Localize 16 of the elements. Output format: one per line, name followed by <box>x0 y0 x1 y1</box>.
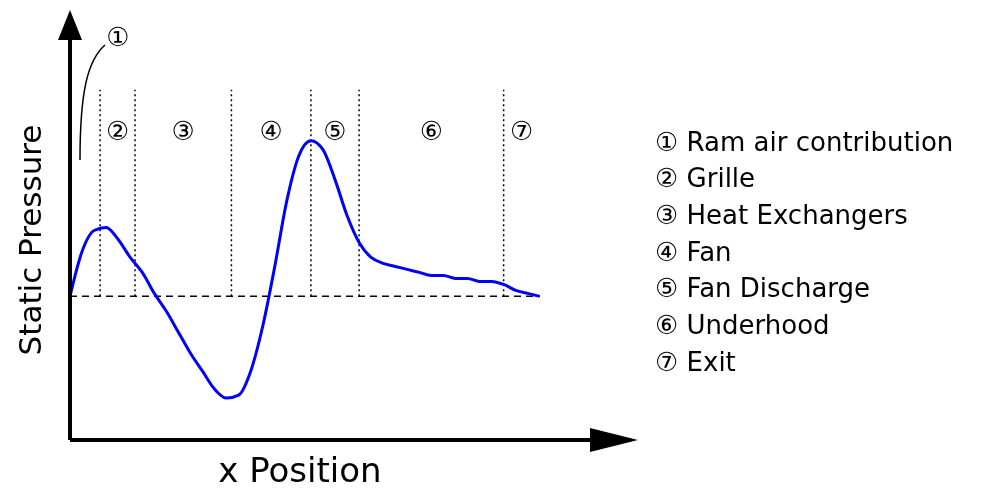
annotation: ⑦ <box>510 115 534 146</box>
text: ⑦ Exit <box>655 346 736 377</box>
annotation: ⑤ <box>323 115 347 146</box>
annotation: ④ <box>259 115 283 146</box>
text: ④ Fan <box>655 236 732 267</box>
y-axis-title: Static Pressure <box>11 124 48 356</box>
text: ⑤ Fan Discharge <box>655 273 871 304</box>
text: ② Grille <box>655 163 756 194</box>
text: ① <box>106 21 130 52</box>
annotation: ③ <box>171 115 195 146</box>
text: ③ Heat Exchangers <box>655 199 908 230</box>
text: ⑥ Underhood <box>655 310 830 340</box>
annotation: ⑥ <box>419 115 444 146</box>
x-axis-title: x Position <box>218 449 382 490</box>
annotation: ② <box>105 115 130 146</box>
text: ① Ram air contribution <box>655 126 954 157</box>
